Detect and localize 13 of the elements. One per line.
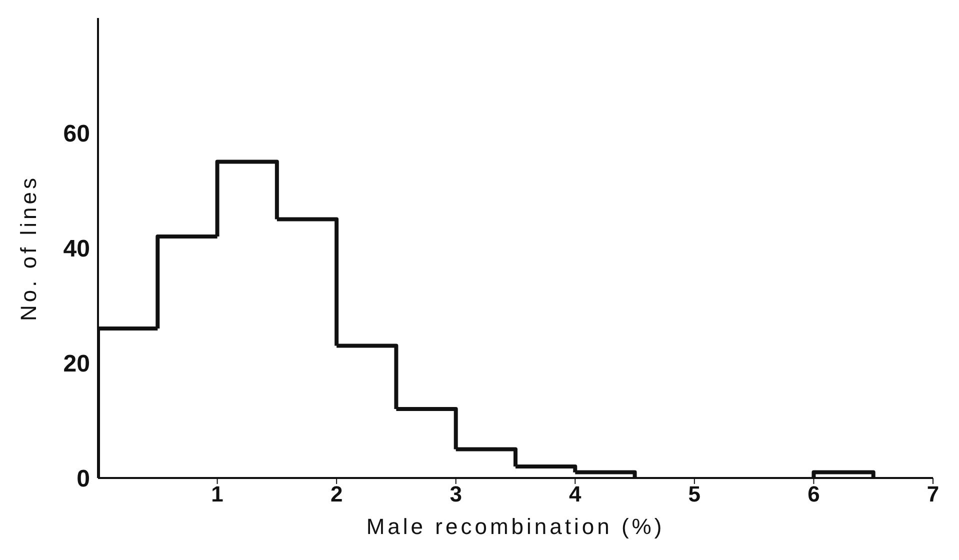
x-tick-label: 3: [450, 482, 462, 507]
y-tick-label: 60: [63, 120, 90, 148]
y-tick-label: 0: [76, 466, 90, 493]
x-tick-label: 2: [330, 482, 343, 507]
y-axis-title: No. of lines: [16, 174, 41, 322]
y-tick-label: 20: [63, 350, 90, 378]
x-tick-label: 6: [808, 482, 820, 507]
x-tick-label: 5: [688, 482, 701, 507]
y-tick-label: 40: [63, 236, 90, 263]
x-tick-label: 7: [926, 482, 940, 507]
x-tick-label: 1: [211, 482, 224, 507]
x-axis-title: Male recombination (%): [366, 514, 665, 539]
x-tick-label: 4: [569, 482, 582, 507]
